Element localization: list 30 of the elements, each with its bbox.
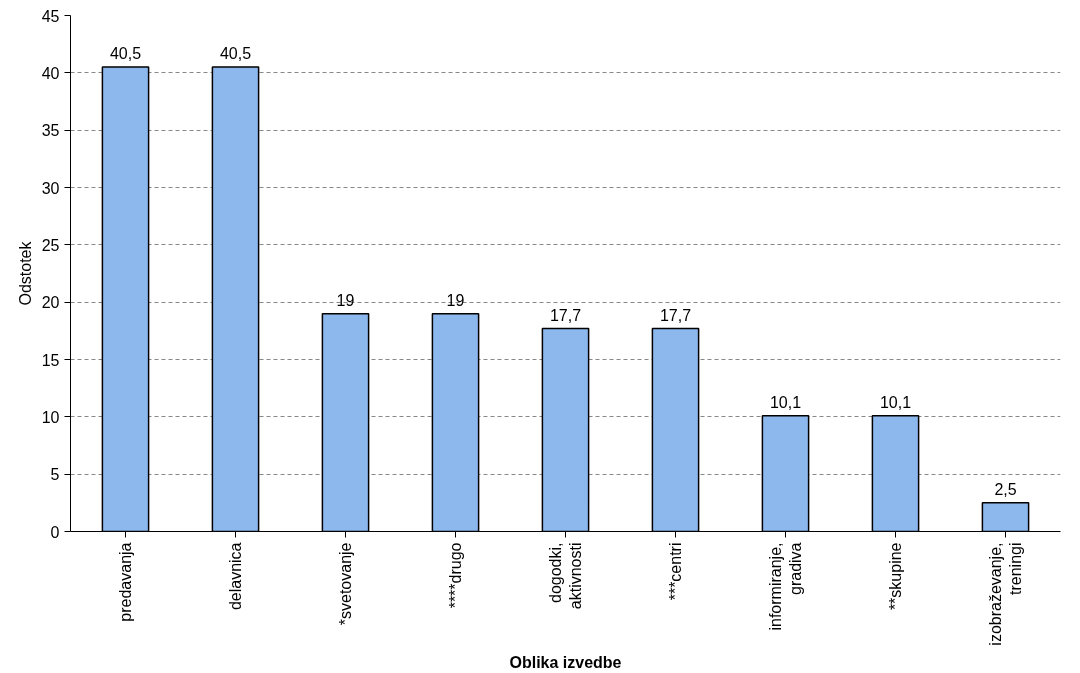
y-tick-label: 5: [50, 466, 60, 484]
y-tick-label: 10: [41, 408, 60, 426]
data-label: 40,5: [109, 45, 142, 63]
data-label: 17,7: [659, 306, 692, 324]
data-label: 10,1: [879, 393, 912, 411]
x-tick-label: izobraževanje, treningi: [986, 542, 1025, 646]
x-tick-label: informiranje, gradiva: [766, 542, 805, 631]
x-tick-label: ****drugo: [447, 542, 464, 609]
x-tick-label: ***centri: [667, 542, 684, 601]
data-label: 19: [336, 291, 355, 309]
data-label: 40,5: [219, 45, 252, 63]
y-tick-label: 35: [41, 122, 60, 140]
x-tick-label: predavanja: [117, 542, 134, 622]
data-label: 10,1: [769, 393, 802, 411]
data-label: 2,5: [994, 480, 1017, 498]
y-axis-title: Odstotek: [16, 240, 34, 306]
data-label: 17,7: [549, 306, 582, 324]
y-tick-label: 30: [41, 179, 60, 197]
y-tick-label: 20: [41, 294, 60, 312]
data-label: 19: [446, 291, 465, 309]
y-tick-label: 45: [41, 7, 60, 25]
x-tick-label: *svetovanje: [337, 542, 354, 626]
y-tick-label: 15: [41, 351, 60, 369]
x-tick-label: dogodki, aktivnosti: [546, 542, 585, 610]
y-tick-label: 0: [50, 523, 60, 541]
y-tick-label: 40: [41, 64, 60, 82]
x-tick-label: **skupine: [887, 542, 904, 611]
x-axis-title: Oblika izvedbe: [509, 653, 622, 671]
y-tick-label: 25: [41, 236, 60, 254]
x-tick-label: delavnica: [227, 542, 244, 611]
